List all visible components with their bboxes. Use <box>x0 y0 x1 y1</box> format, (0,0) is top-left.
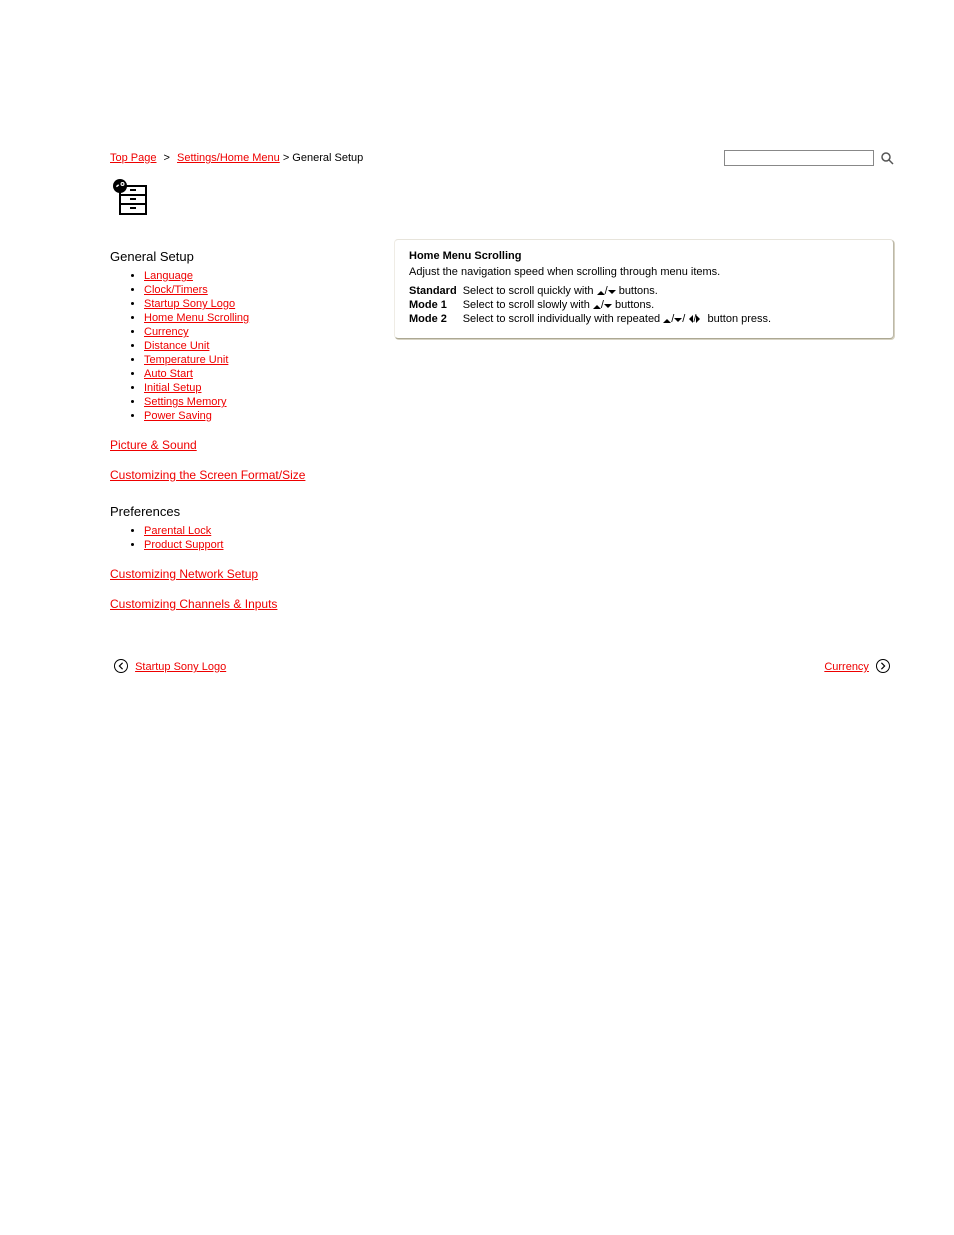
prev-icon[interactable] <box>114 659 128 673</box>
arrow-up-icon <box>597 287 605 295</box>
content-title: Home Menu Scrolling <box>409 250 879 262</box>
preferences-list: Parental Lock Product Support <box>110 525 380 551</box>
breadcrumb-link-settings[interactable]: Settings/Home Menu <box>177 152 280 164</box>
pager-next-wrap: Currency <box>824 659 894 673</box>
table-row: Standard Select to scroll quickly with /… <box>409 284 777 298</box>
link-network[interactable]: Customizing Network Setup <box>110 567 258 581</box>
content-subtitle: Adjust the navigation speed when scrolli… <box>409 266 879 278</box>
list-item[interactable]: Settings Memory <box>144 396 227 408</box>
breadcrumb-trailing: > General Setup <box>283 152 363 164</box>
search-input[interactable] <box>724 150 874 166</box>
breadcrumb-link-top[interactable]: Top Page <box>110 152 156 164</box>
list-item[interactable]: Product Support <box>144 539 224 551</box>
list-item[interactable]: Initial Setup <box>144 382 201 394</box>
preferences-title: Preferences <box>110 504 380 519</box>
list-item[interactable]: Currency <box>144 326 189 338</box>
breadcrumb: Top Page > Settings/Home Menu > General … <box>110 152 363 164</box>
content-area: Home Menu Scrolling Adjust the navigatio… <box>394 235 894 339</box>
link-screen-format[interactable]: Customizing the Screen Format/Size <box>110 468 305 482</box>
table-row: Mode 1 Select to scroll slowly with / bu… <box>409 298 777 312</box>
list-item[interactable]: Startup Sony Logo <box>144 298 235 310</box>
row-value: Select to scroll slowly with / buttons. <box>463 298 777 312</box>
arrow-right-icon <box>696 315 704 323</box>
arrow-down-icon <box>604 304 612 312</box>
sidebar: General Setup Language Clock/Timers Star… <box>110 235 380 619</box>
arrow-up-icon <box>663 315 671 323</box>
next-icon[interactable] <box>876 659 890 673</box>
content-box: Home Menu Scrolling Adjust the navigatio… <box>394 239 894 339</box>
row-key: Mode 1 <box>409 298 463 312</box>
arrow-left-icon <box>685 315 693 323</box>
search-box <box>724 150 894 166</box>
content-table: Standard Select to scroll quickly with /… <box>409 284 777 326</box>
row-key: Mode 2 <box>409 312 463 326</box>
list-item[interactable]: Power Saving <box>144 410 212 422</box>
row-key: Standard <box>409 284 463 298</box>
pager-prev-wrap: Startup Sony Logo <box>110 659 226 673</box>
pager: Startup Sony Logo Currency <box>110 659 894 673</box>
list-item[interactable]: Clock/Timers <box>144 284 208 296</box>
list-item[interactable]: Home Menu Scrolling <box>144 312 249 324</box>
section-icon <box>110 178 894 221</box>
pager-prev[interactable]: Startup Sony Logo <box>135 661 226 673</box>
arrow-down-icon <box>674 318 682 326</box>
search-icon[interactable] <box>880 151 894 165</box>
list-item[interactable]: Language <box>144 270 193 282</box>
list-item[interactable]: Distance Unit <box>144 340 209 352</box>
arrow-up-icon <box>593 301 601 309</box>
link-picture-sound[interactable]: Picture & Sound <box>110 438 197 452</box>
breadcrumb-separator: > <box>160 152 174 164</box>
list-item[interactable]: Temperature Unit <box>144 354 228 366</box>
list-item[interactable]: Parental Lock <box>144 525 211 537</box>
section-title: General Setup <box>110 249 380 264</box>
arrow-down-icon <box>608 290 616 298</box>
row-value: Select to scroll quickly with / buttons. <box>463 284 777 298</box>
pager-next[interactable]: Currency <box>824 661 869 673</box>
link-channels[interactable]: Customizing Channels & Inputs <box>110 597 277 611</box>
list-item[interactable]: Auto Start <box>144 368 193 380</box>
general-setup-list: Language Clock/Timers Startup Sony Logo … <box>110 270 380 422</box>
row-value: Select to scroll individually with repea… <box>463 312 777 326</box>
table-row: Mode 2 Select to scroll individually wit… <box>409 312 777 326</box>
